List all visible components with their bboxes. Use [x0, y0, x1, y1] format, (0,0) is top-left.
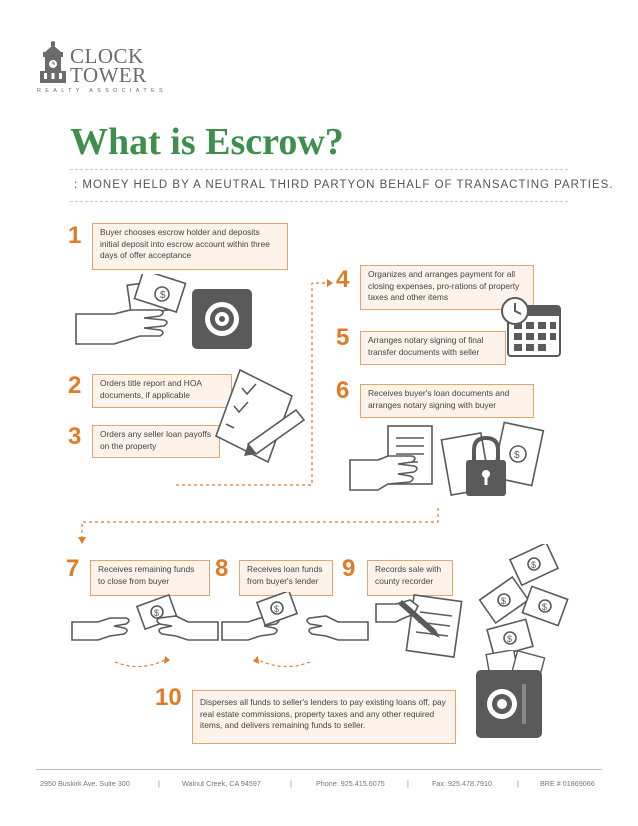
- step-2-text: Orders title report and HOA documents, i…: [100, 378, 202, 400]
- step-8-text: Receives loan funds from buyer's lender: [247, 564, 323, 586]
- step-3-box: Orders any seller loan payoffs on the pr…: [92, 425, 220, 458]
- svg-text:$: $: [274, 604, 279, 614]
- footer-rule: [36, 769, 602, 770]
- step-9-box: Records sale with county recorder: [367, 560, 453, 596]
- hand-money-icon: $: [75, 274, 187, 345]
- step-9-text: Records sale with county recorder: [375, 564, 442, 586]
- page-title: What is Escrow?: [70, 121, 344, 163]
- page-subtitle: : MONEY HELD BY A NEUTRAL THIRD PARTYON …: [74, 179, 614, 191]
- step-6-text: Receives buyer's loan documents and arra…: [368, 388, 510, 410]
- calendar-clock-icon: [501, 297, 561, 357]
- step-5-box: Arranges notary signing of final transfe…: [360, 331, 506, 365]
- divider-top: [70, 169, 568, 170]
- hand-exchange-icon-7: $: [71, 593, 219, 641]
- step-10-number: 10: [155, 684, 182, 711]
- svg-text:$: $: [542, 602, 547, 612]
- footer-fax: Fax: 925.478.7910: [432, 779, 492, 788]
- step-5-text: Arranges notary signing of final transfe…: [368, 335, 484, 357]
- footer-separator: |: [158, 779, 160, 788]
- step-4-number: 4: [336, 266, 350, 293]
- footer-bre: BRE # 01869066: [540, 779, 595, 788]
- step-2-number: 2: [68, 372, 82, 399]
- money-bills-icon: $ $ $ $: [478, 544, 569, 658]
- svg-text:$: $: [154, 608, 159, 618]
- hand-exchange-icon-8: $: [221, 592, 369, 641]
- step-1-box: Buyer chooses escrow holder and deposits…: [92, 223, 288, 270]
- logo-line1: CLOCK: [70, 44, 144, 68]
- step-7-number: 7: [66, 555, 80, 582]
- svg-text:$: $: [531, 560, 536, 570]
- logo-line2: TOWER: [70, 63, 147, 87]
- step-5-number: 5: [336, 324, 350, 351]
- step-7-text: Receives remaining funds to close from b…: [98, 564, 195, 586]
- logo-tagline: REALTY ASSOCIATES: [37, 88, 167, 94]
- step-3-text: Orders any seller loan payoffs on the pr…: [100, 429, 212, 451]
- safe-money-icon: [476, 650, 546, 738]
- footer-address: 2950 Buskirk Ave. Suite 300: [40, 779, 130, 788]
- checklist-pencil-icon: [215, 368, 306, 464]
- step-6-box: Receives buyer's loan documents and arra…: [360, 384, 534, 418]
- step-1-text: Buyer chooses escrow holder and deposits…: [100, 227, 270, 261]
- safe-icon: [192, 289, 252, 349]
- footer-separator: |: [290, 779, 292, 788]
- step-4-text: Organizes and arranges payment for all c…: [368, 269, 520, 303]
- hand-signing-icon: [375, 594, 463, 658]
- footer-phone: Phone: 925.415.6075: [316, 779, 385, 788]
- step-9-number: 9: [342, 555, 356, 582]
- footer-separator: |: [407, 779, 409, 788]
- svg-text:$: $: [514, 450, 520, 461]
- svg-text:$: $: [507, 634, 512, 644]
- step-3-number: 3: [68, 423, 82, 450]
- documents-lock-icon: $: [349, 421, 545, 496]
- step-6-number: 6: [336, 377, 350, 404]
- clock-tower-icon: [40, 41, 66, 83]
- divider-bottom: [70, 201, 568, 202]
- svg-text:$: $: [501, 596, 506, 606]
- svg-text:$: $: [160, 290, 166, 301]
- step-10-box: Disperses all funds to seller's lenders …: [192, 690, 456, 744]
- step-8-number: 8: [215, 555, 229, 582]
- step-2-box: Orders title report and HOA documents, i…: [92, 374, 232, 408]
- step-8-box: Receives loan funds from buyer's lender: [239, 560, 333, 596]
- step-1-number: 1: [68, 222, 82, 249]
- footer-separator: |: [517, 779, 519, 788]
- step-7-box: Receives remaining funds to close from b…: [90, 560, 210, 596]
- logo: CLOCK TOWER REALTY ASSOCIATES: [37, 40, 163, 100]
- footer-city: Walnut Creek, CA 94597: [182, 779, 261, 788]
- step-10-text: Disperses all funds to seller's lenders …: [200, 697, 446, 731]
